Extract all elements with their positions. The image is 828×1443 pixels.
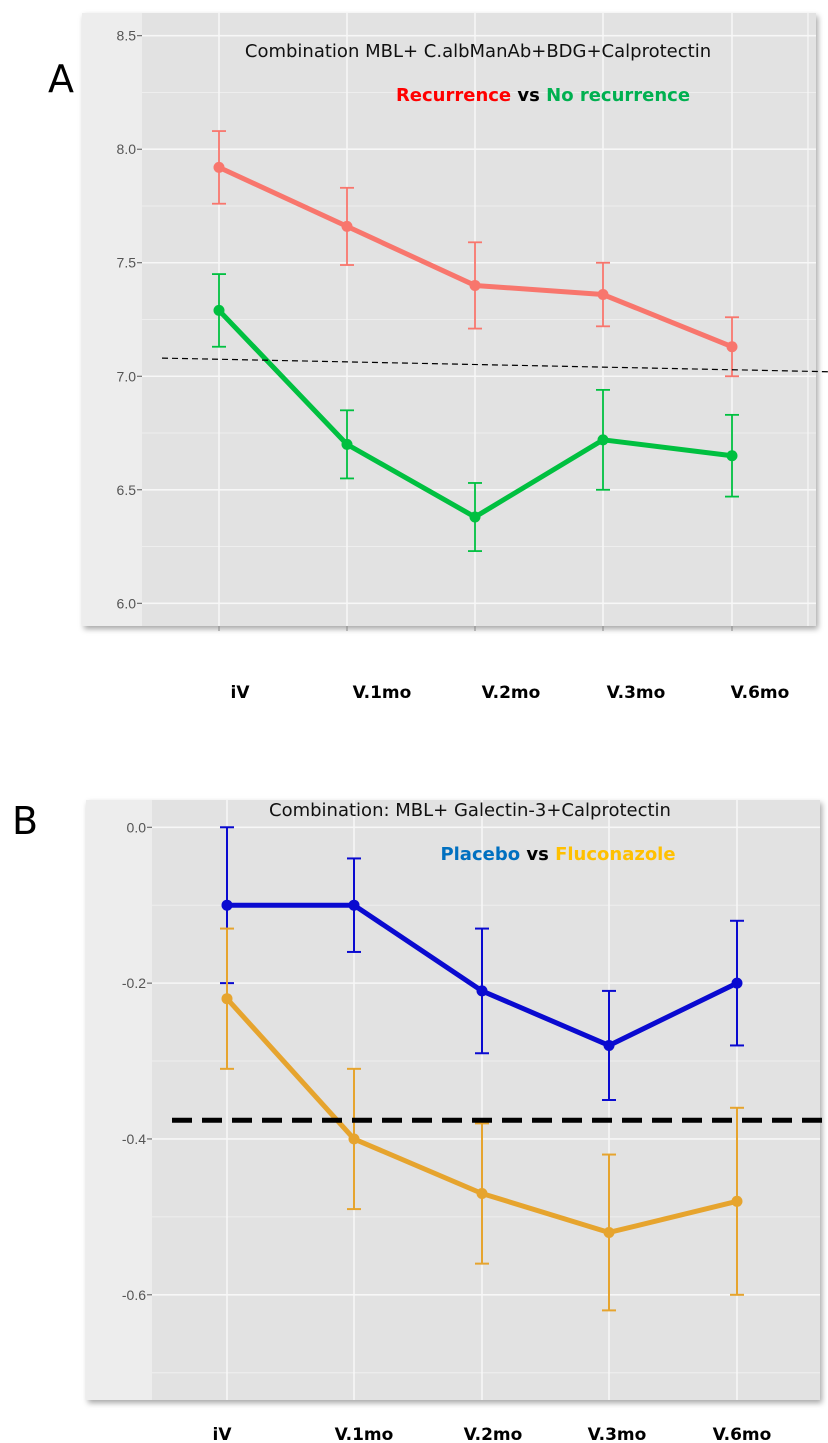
data-point <box>213 304 225 316</box>
panel-b-x-ticks: iV V.1mo V.2mo V.3mo V.6mo <box>213 1425 772 1443</box>
series-no-recurrence <box>212 273 739 552</box>
panel-b-title: Combination: MBL+ Galectin-3+Calprotecti… <box>269 800 671 821</box>
panel-b-plot-area <box>152 800 820 1400</box>
y-tick-label: 7.5 <box>117 255 137 271</box>
y-tick-label: 6.0 <box>117 595 137 611</box>
y-tick-label: 6.5 <box>117 482 137 498</box>
y-tick-label: 8.0 <box>117 141 137 157</box>
data-point <box>341 438 353 450</box>
data-point <box>348 899 360 911</box>
data-point <box>726 341 738 353</box>
data-point <box>341 220 353 232</box>
data-point <box>597 434 609 446</box>
panel-a-series <box>212 130 739 552</box>
panel-b-letter: B <box>12 799 38 843</box>
panel-b-chart: 0.0 -0.2 -0.4 -0.6 Combination: MBL+ Galect… <box>86 800 828 1443</box>
legend-recurrence: Recurrence <box>396 85 511 106</box>
data-point <box>731 1195 743 1207</box>
y-tick-label: 0.0 <box>127 819 147 835</box>
series-fluconazole <box>220 927 744 1312</box>
x-tick-label: V.3mo <box>588 1425 647 1443</box>
y-tick-label: -0.6 <box>122 1287 146 1303</box>
panel-a-title: Combination MBL+ C.albManAb+BDG+Calprote… <box>245 41 711 62</box>
x-tick-label: V.1mo <box>353 683 412 703</box>
y-tick-label: -0.4 <box>122 1131 146 1147</box>
data-point <box>476 985 488 997</box>
panel-a-x-ticks: iV V.1mo V.2mo V.3mo V.6mo <box>218 626 790 703</box>
panel-a-legend: Recurrence vs No recurrence <box>396 85 690 106</box>
legend-vs: vs <box>520 844 555 865</box>
data-point <box>469 511 481 523</box>
data-point <box>221 993 233 1005</box>
y-tick-label: 8.5 <box>117 28 137 44</box>
x-tick-label: iV <box>213 1425 233 1443</box>
panel-a-chart: 6.0 6.5 7.0 7.5 8.0 8.5 Combination MBL+ C.al… <box>82 13 828 703</box>
data-point <box>597 289 609 301</box>
panel-b-legend: Placebo vs Fluconazole <box>440 844 675 865</box>
x-tick-label: iV <box>231 683 251 703</box>
data-point <box>348 1133 360 1145</box>
panel-b-y-ticks: 0.0 -0.2 -0.4 -0.6 <box>122 819 152 1303</box>
data-point <box>731 977 743 989</box>
data-point <box>603 1226 615 1238</box>
x-tick-label: V.6mo <box>713 1425 772 1443</box>
data-point <box>221 899 233 911</box>
panel-b-series <box>220 826 744 1312</box>
y-tick-label: -0.2 <box>122 975 146 991</box>
panel-a-y-ticks: 6.0 6.5 7.0 7.5 8.0 8.5 <box>117 28 142 611</box>
x-tick-label: V.1mo <box>335 1425 394 1443</box>
panel-a-letter: A <box>48 57 74 101</box>
data-point <box>213 161 225 173</box>
legend-no-recurrence: No recurrence <box>546 85 690 106</box>
legend-vs: vs <box>511 85 546 106</box>
series-recurrence <box>212 130 739 378</box>
legend-fluconazole: Fluconazole <box>555 844 676 865</box>
x-tick-label: V.6mo <box>731 683 790 703</box>
panel-a-threshold-line <box>161 357 828 373</box>
x-tick-label: V.3mo <box>607 683 666 703</box>
data-point <box>476 1188 488 1200</box>
legend-placebo: Placebo <box>440 844 520 865</box>
data-point <box>726 450 738 462</box>
data-point <box>603 1039 615 1051</box>
x-tick-label: V.2mo <box>464 1425 523 1443</box>
data-point <box>469 279 481 291</box>
x-tick-label: V.2mo <box>482 683 541 703</box>
y-tick-label: 7.0 <box>117 368 137 384</box>
